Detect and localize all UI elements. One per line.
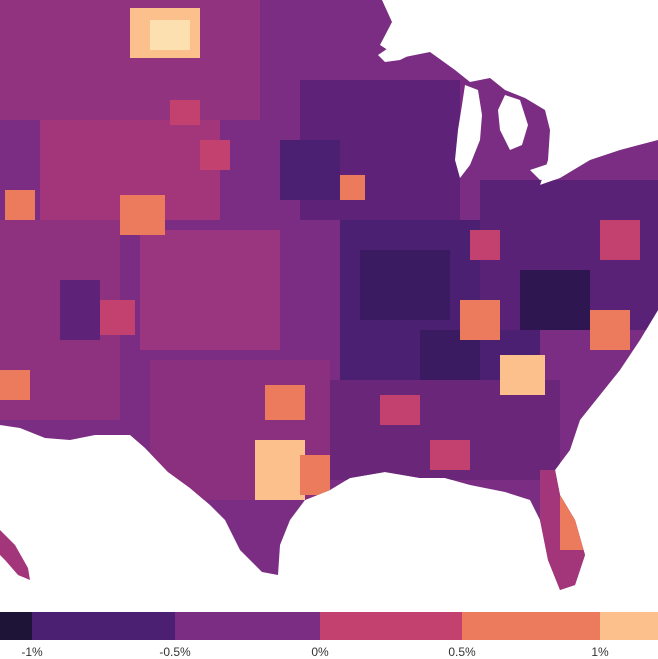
legend-tick-label: -0.5% xyxy=(159,645,191,659)
lake-erie xyxy=(530,160,580,180)
legend: -1% -0.5% 0% 0.5% 1% xyxy=(0,612,658,659)
lake-michigan xyxy=(455,85,482,178)
lake-superior xyxy=(378,28,455,62)
great-lakes xyxy=(378,28,580,180)
legend-swatch xyxy=(462,612,600,640)
legend-swatch xyxy=(0,612,32,640)
legend-swatch xyxy=(320,612,462,640)
legend-swatch xyxy=(32,612,175,640)
lake-huron xyxy=(498,95,528,150)
legend-swatch xyxy=(175,612,320,640)
legend-tick-label: -1% xyxy=(21,645,43,659)
legend-color-bar xyxy=(0,612,658,640)
legend-tick-label: 0% xyxy=(311,645,329,659)
legend-tick-label: 0.5% xyxy=(448,645,476,659)
lower-left-fragment xyxy=(0,530,30,580)
legend-swatch xyxy=(600,612,658,640)
county-choropleth-map xyxy=(0,0,658,590)
legend-tick-label: 1% xyxy=(591,645,609,659)
land xyxy=(0,0,658,590)
